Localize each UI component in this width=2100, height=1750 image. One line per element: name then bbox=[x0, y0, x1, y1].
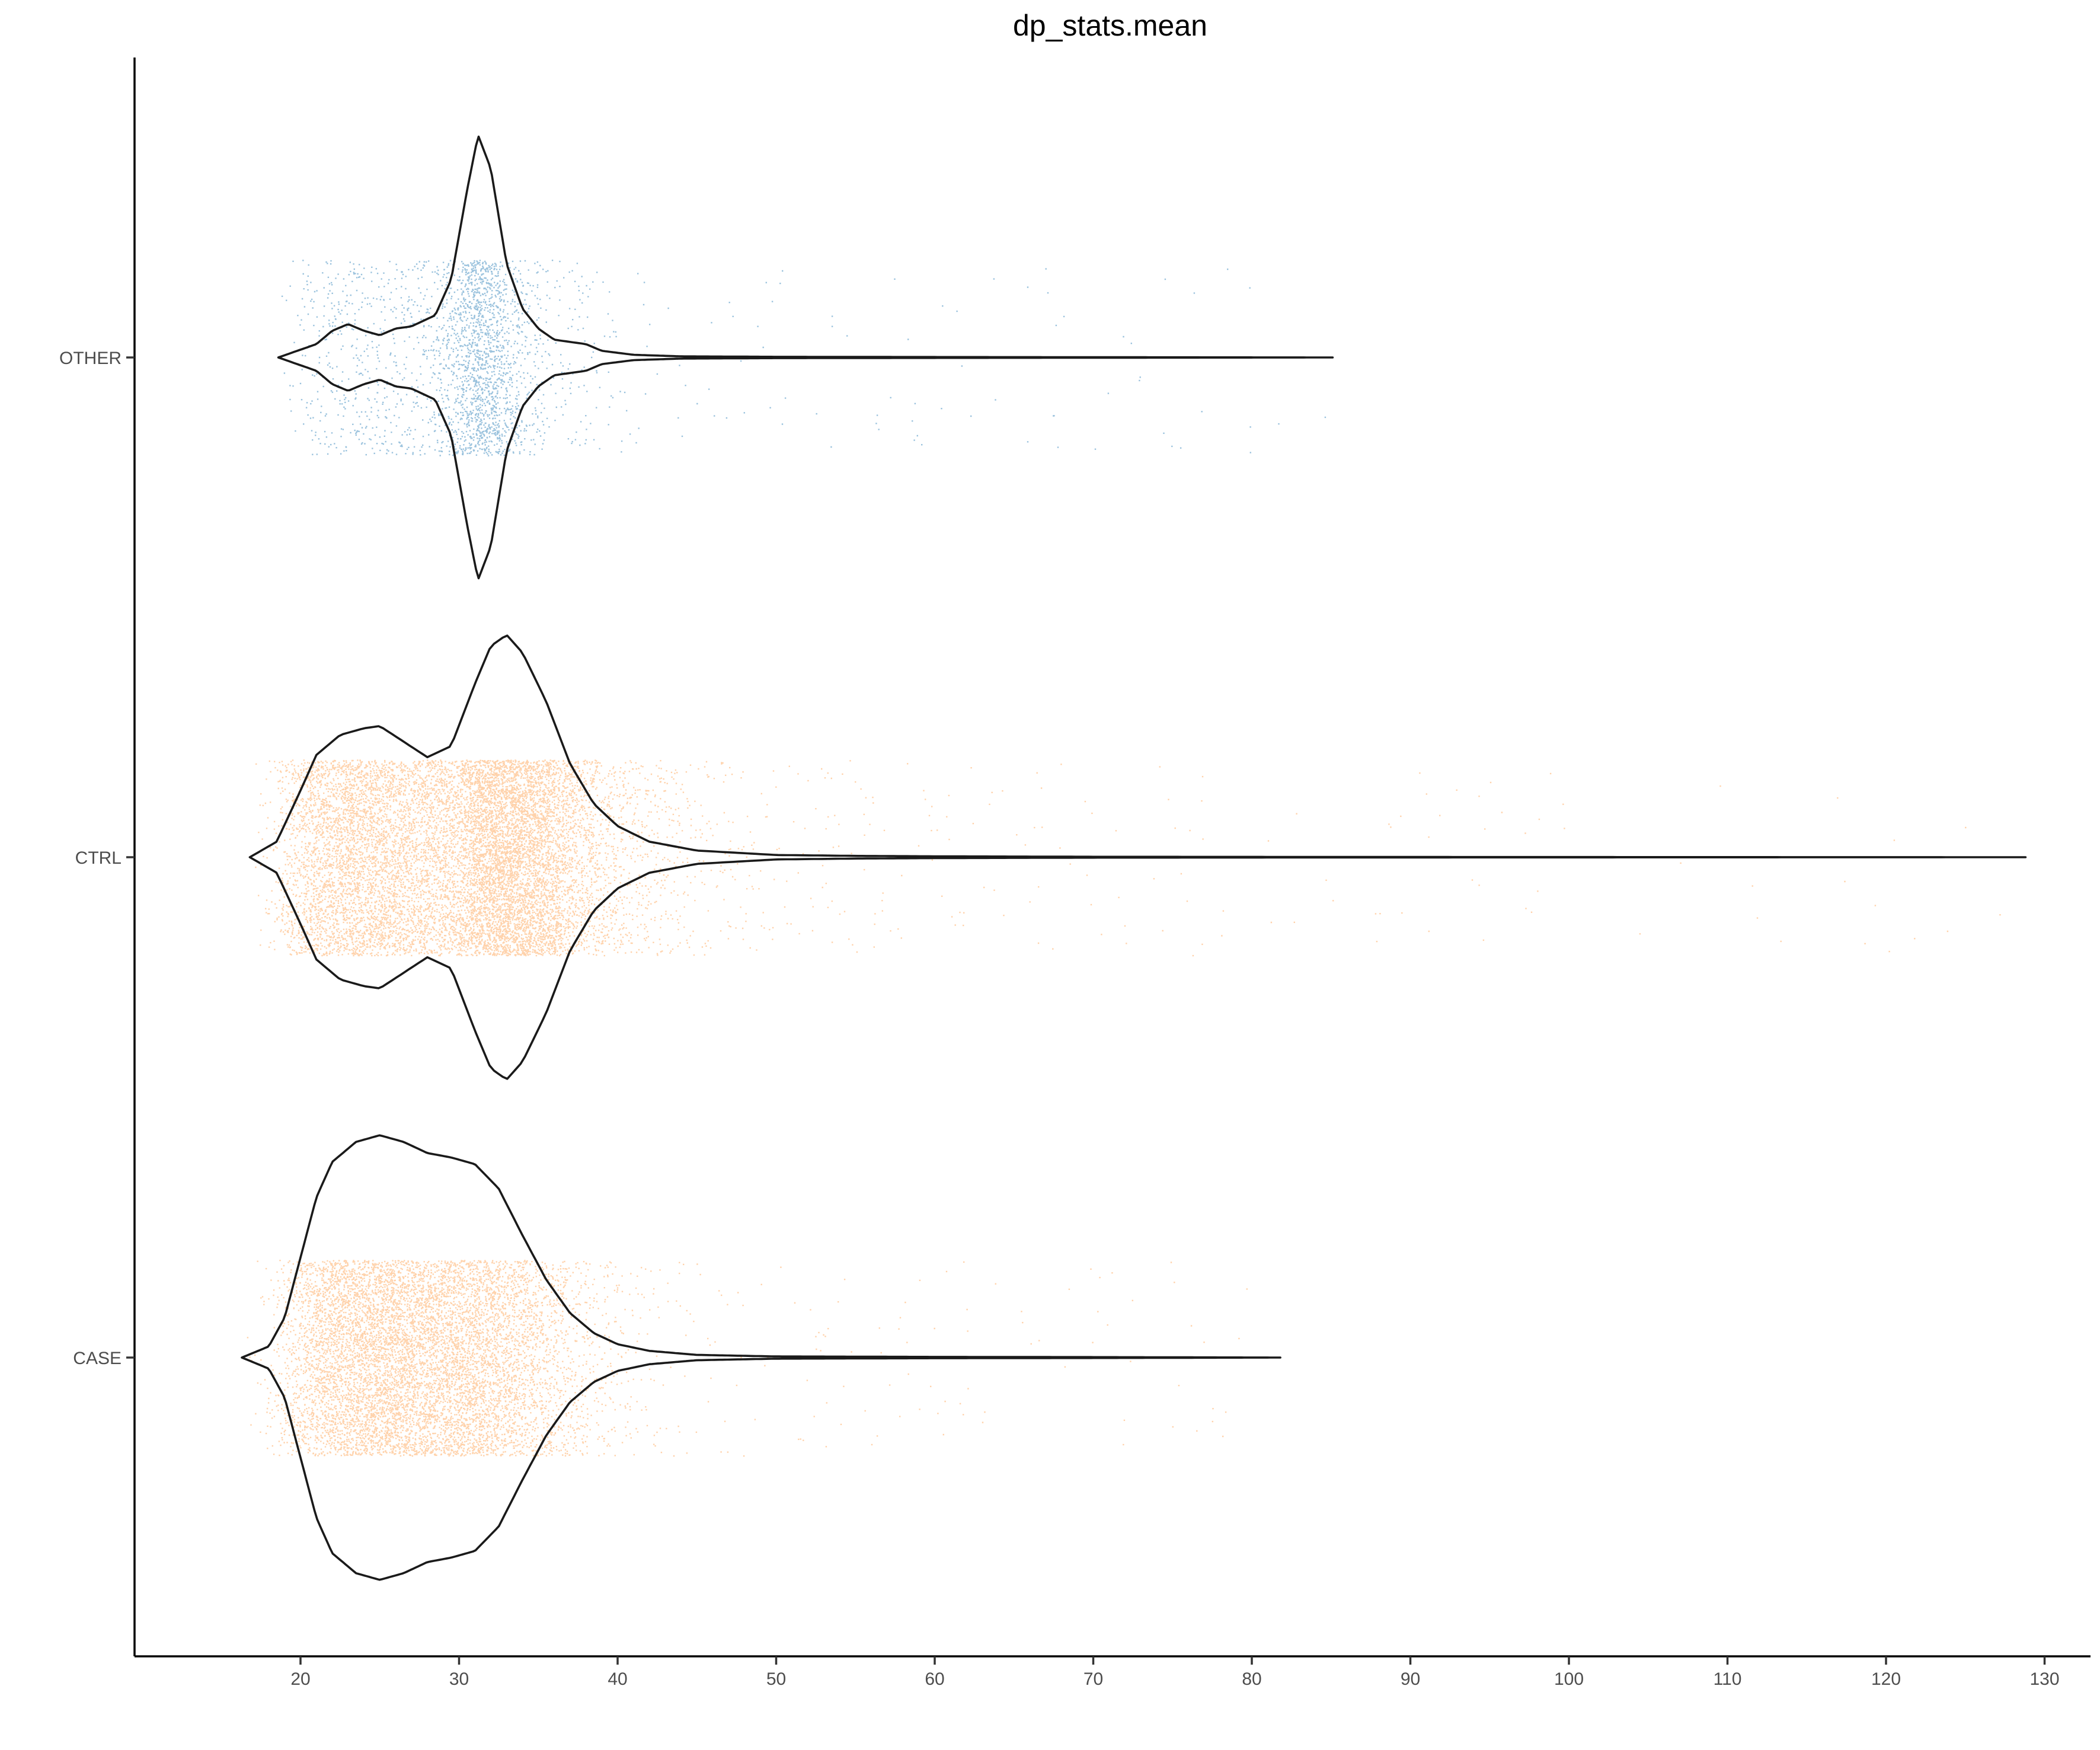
x-tick-label: 60 bbox=[925, 1669, 944, 1689]
violins-layer bbox=[241, 135, 2027, 1581]
x-tick-label: 40 bbox=[608, 1669, 627, 1689]
x-tick-label: 130 bbox=[2029, 1669, 2059, 1689]
x-tick-label: 110 bbox=[1714, 1669, 1742, 1689]
x-tick-label: 50 bbox=[766, 1669, 786, 1689]
x-tick-label: 120 bbox=[1871, 1669, 1901, 1689]
y-tick-label-ctrl: CTRL bbox=[75, 848, 122, 868]
x-tick-label: 80 bbox=[1242, 1669, 1261, 1689]
violin-case bbox=[241, 1134, 1281, 1581]
x-tick-label: 90 bbox=[1401, 1669, 1420, 1689]
y-tick-label-case: CASE bbox=[73, 1349, 122, 1368]
violin-other bbox=[277, 135, 1334, 580]
jitter-points-case bbox=[247, 1260, 1248, 1457]
jitter-points-layer bbox=[247, 260, 2001, 1457]
violin-ctrl bbox=[248, 634, 2027, 1080]
y-axis-ticks: CASE CTRL OTHER bbox=[59, 349, 135, 1368]
x-tick-label: 100 bbox=[1554, 1669, 1584, 1689]
chart-title: dp_stats.mean bbox=[1013, 9, 1207, 42]
x-tick-label: 30 bbox=[449, 1669, 469, 1689]
x-axis-ticks: 20 30 40 50 60 70 80 90 100 110 120 130 bbox=[290, 1656, 2060, 1689]
y-tick-label-other: OTHER bbox=[59, 349, 122, 368]
x-tick-label: 70 bbox=[1083, 1669, 1103, 1689]
x-tick-label: 20 bbox=[290, 1669, 310, 1689]
